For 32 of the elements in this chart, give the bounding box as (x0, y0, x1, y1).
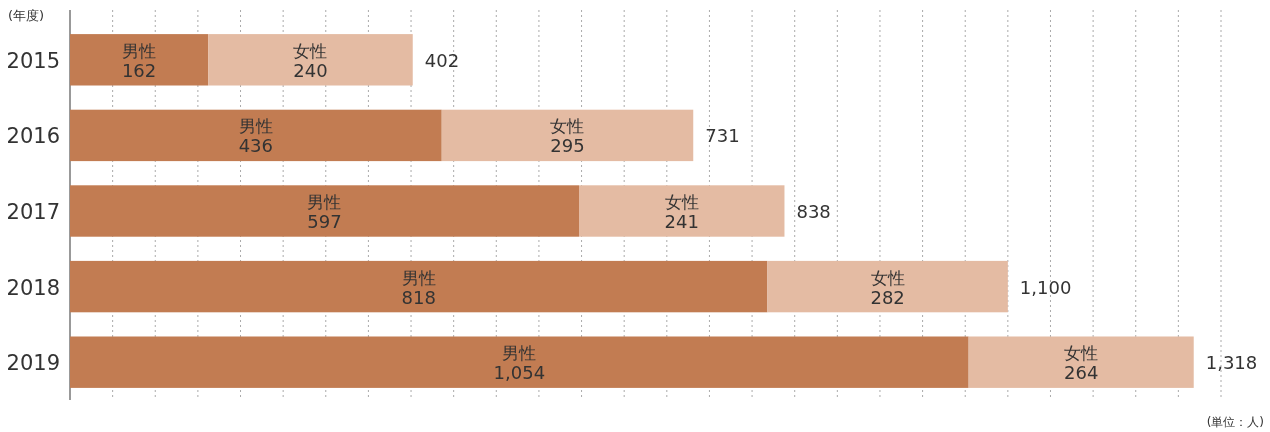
total-label: 838 (796, 201, 831, 222)
text: 女性 (870, 267, 905, 288)
y-tick-label: 2018 (6, 275, 60, 300)
data-label: 597 (307, 211, 342, 232)
text: 男性 (122, 40, 157, 61)
text: 女性 (1064, 343, 1099, 364)
data-label: 1,054 (493, 362, 546, 384)
text: 男性 (502, 343, 537, 364)
data-label: 295 (550, 135, 585, 157)
text: 女性 (550, 116, 585, 137)
y-tick-label: 2015 (6, 48, 60, 73)
y-axis-title: (年度) (8, 8, 45, 23)
data-label: 282 (870, 286, 905, 308)
data-label: 436 (238, 135, 274, 157)
y-tick-label: 2019 (6, 351, 60, 376)
series-label: 女性 (664, 192, 699, 212)
data-label: 240 (293, 59, 328, 81)
data-label: 818 (401, 286, 436, 308)
total-label: 1,100 (1019, 276, 1072, 298)
text: (単位：人) (1206, 415, 1264, 429)
data-label: 241 (664, 211, 699, 232)
total-label: 402 (424, 49, 460, 71)
text: 女性 (293, 40, 328, 61)
y-tick-label: 2016 (6, 124, 60, 149)
text: 男性 (238, 116, 273, 137)
series-label: 男性 (307, 192, 342, 212)
total-label: 731 (705, 125, 740, 147)
y-tick-label: 2017 (6, 200, 60, 224)
data-label: 264 (1064, 362, 1099, 384)
total-label: 1,318 (1205, 352, 1258, 374)
data-label: 162 (121, 59, 157, 81)
text: 男性 (401, 267, 436, 288)
